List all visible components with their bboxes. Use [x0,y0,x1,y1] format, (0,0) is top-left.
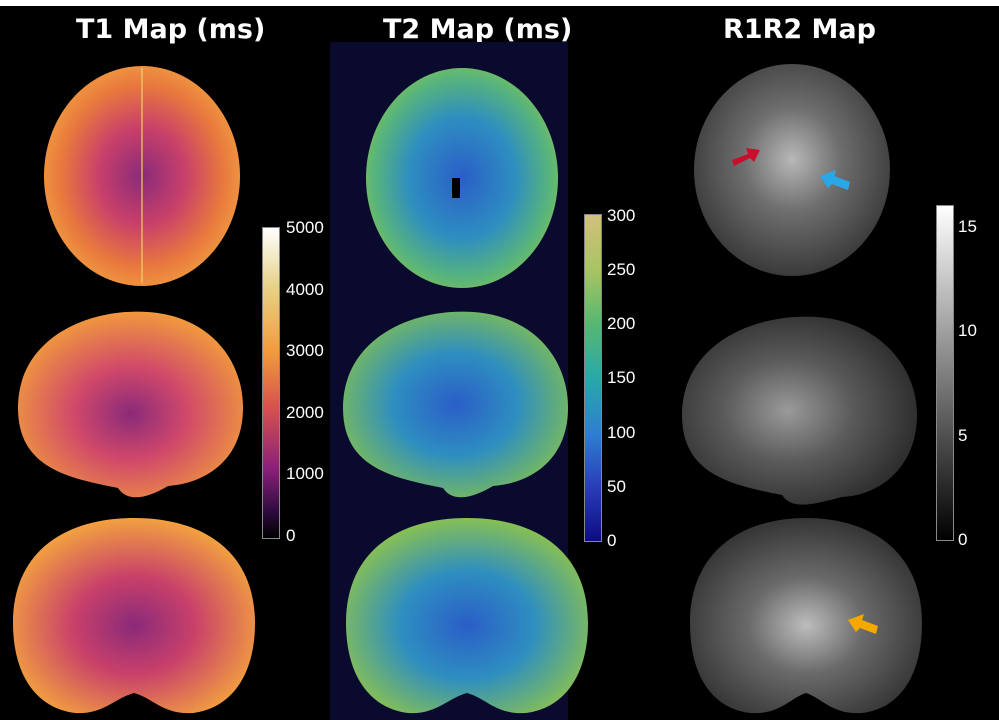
r1r2-tick-label: 15 [958,217,977,236]
t1-colorbar [262,227,280,539]
r1r2-colorbar [936,205,954,541]
t1-tick-label: 4000 [286,280,324,299]
t1-tick-label: 5000 [286,218,324,237]
r1r2-axial-image [694,64,890,276]
t1-axial-image [44,66,240,286]
t2-tick-label: 250 [607,260,636,279]
r1r2-tick-label: 0 [958,530,968,549]
t1-tick-label: 1000 [286,464,324,483]
orange-arrow-icon [848,614,878,634]
t2-tick-label: 50 [607,477,626,496]
r1r2-tick-label: 5 [958,426,968,445]
t1-map-title: T1 Map (ms) [76,14,266,45]
red-arrow-icon [732,148,760,166]
t1-tick-label: 0 [286,526,296,545]
blue-arrow-icon [820,170,850,190]
t2-tick-label: 150 [607,368,636,387]
t2-coronal-image [346,518,588,714]
r1r2-coronal-image [690,518,922,714]
t2-tick-label: 100 [607,423,636,442]
t1-sagittal-image [18,311,243,498]
r1r2-sagittal-image [682,316,917,505]
r1r2-map-title: R1R2 Map [723,14,876,45]
t2-colorbar [584,214,602,542]
t2-map-title: T2 Map (ms) [383,14,573,45]
t2-tick-label: 200 [607,314,636,333]
t2-tick-label: 300 [607,206,636,225]
t2-axial-image [366,68,558,288]
t1-tick-label: 2000 [286,403,324,422]
r1r2-tick-label: 10 [958,321,977,340]
t2-sagittal-image [343,311,568,498]
top-border [0,0,999,6]
t1-tick-label: 3000 [286,341,324,360]
t2-tick-label: 0 [607,531,617,550]
t1-coronal-image [13,518,255,714]
